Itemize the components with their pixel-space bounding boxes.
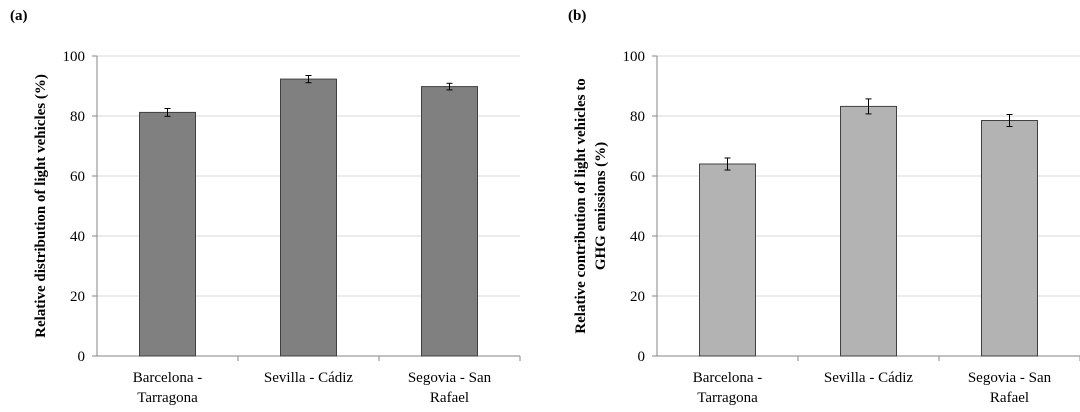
y-tick-label: 60 [70,169,85,185]
y-tick-label: 60 [630,169,645,185]
bar [421,86,478,357]
y-tick-label: 40 [70,229,85,245]
y-tick-label: 40 [630,229,645,245]
y-tick-label: 80 [630,109,645,125]
panel-label: (b) [568,8,586,24]
y-tick-label: 100 [623,49,646,65]
y-tick-label: 20 [70,289,85,305]
chart-panel-b: (b) 0 20 40 60 80 100 Barcelona -Tarragona Sevil… [568,8,1080,406]
bar [139,111,196,357]
y-axis-title: Relative contribution of light vehicles … [573,78,609,333]
category-label: Sevilla - Cádiz [264,370,353,386]
y-tick-label: 0 [638,349,646,365]
bar [981,120,1038,357]
category-label: Segovia - San Rafael [968,370,1052,406]
bar [699,163,756,357]
chart-panel-a: (a) 0 20 40 60 80 100 Barcelona -Tarragona Sevil… [10,8,521,406]
y-tick-label: 0 [78,349,86,365]
y-tick-label: 100 [63,49,86,65]
category-label: Segovia - San Rafael [408,370,492,406]
y-tick-label: 20 [630,289,645,305]
panel-label: (a) [10,8,28,24]
y-tick-label: 80 [70,109,85,125]
category-label: Barcelona -Tarragona [693,370,763,406]
category-label: Barcelona -Tarragona [133,370,203,406]
category-label: Sevilla - Cádiz [824,370,913,386]
bar [840,105,897,357]
y-axis-title: Relative distribution of light vehicles … [33,74,49,338]
bar [280,78,337,357]
